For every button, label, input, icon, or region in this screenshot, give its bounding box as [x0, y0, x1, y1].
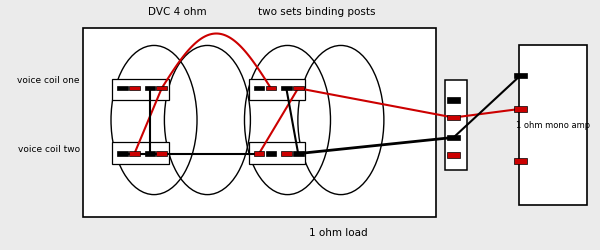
FancyBboxPatch shape [447, 135, 460, 140]
FancyBboxPatch shape [145, 86, 155, 90]
FancyBboxPatch shape [447, 115, 460, 120]
FancyBboxPatch shape [447, 152, 460, 158]
FancyBboxPatch shape [117, 151, 128, 156]
FancyBboxPatch shape [514, 158, 527, 164]
FancyBboxPatch shape [117, 86, 128, 90]
FancyBboxPatch shape [519, 46, 587, 204]
FancyBboxPatch shape [447, 98, 460, 103]
Text: voice coil one: voice coil one [17, 76, 80, 85]
FancyBboxPatch shape [157, 86, 167, 90]
FancyBboxPatch shape [129, 151, 140, 156]
FancyBboxPatch shape [254, 151, 265, 156]
FancyBboxPatch shape [129, 86, 140, 90]
FancyBboxPatch shape [266, 151, 276, 156]
FancyBboxPatch shape [254, 86, 265, 90]
FancyBboxPatch shape [112, 142, 169, 164]
FancyBboxPatch shape [145, 151, 155, 156]
Text: 1 ohm mono amp: 1 ohm mono amp [516, 120, 590, 130]
FancyBboxPatch shape [112, 79, 169, 100]
Text: two sets binding posts: two sets binding posts [259, 7, 376, 17]
Text: 1 ohm load: 1 ohm load [308, 228, 367, 238]
FancyBboxPatch shape [281, 86, 292, 90]
FancyBboxPatch shape [293, 86, 304, 90]
FancyBboxPatch shape [83, 28, 436, 217]
Text: DVC 4 ohm: DVC 4 ohm [148, 7, 207, 17]
FancyBboxPatch shape [249, 142, 305, 164]
FancyBboxPatch shape [249, 79, 305, 100]
FancyBboxPatch shape [445, 80, 467, 170]
Text: voice coil two: voice coil two [18, 145, 80, 154]
FancyBboxPatch shape [266, 86, 276, 90]
FancyBboxPatch shape [157, 151, 167, 156]
FancyBboxPatch shape [293, 151, 304, 156]
FancyBboxPatch shape [514, 106, 527, 112]
FancyBboxPatch shape [281, 151, 292, 156]
FancyBboxPatch shape [514, 72, 527, 78]
